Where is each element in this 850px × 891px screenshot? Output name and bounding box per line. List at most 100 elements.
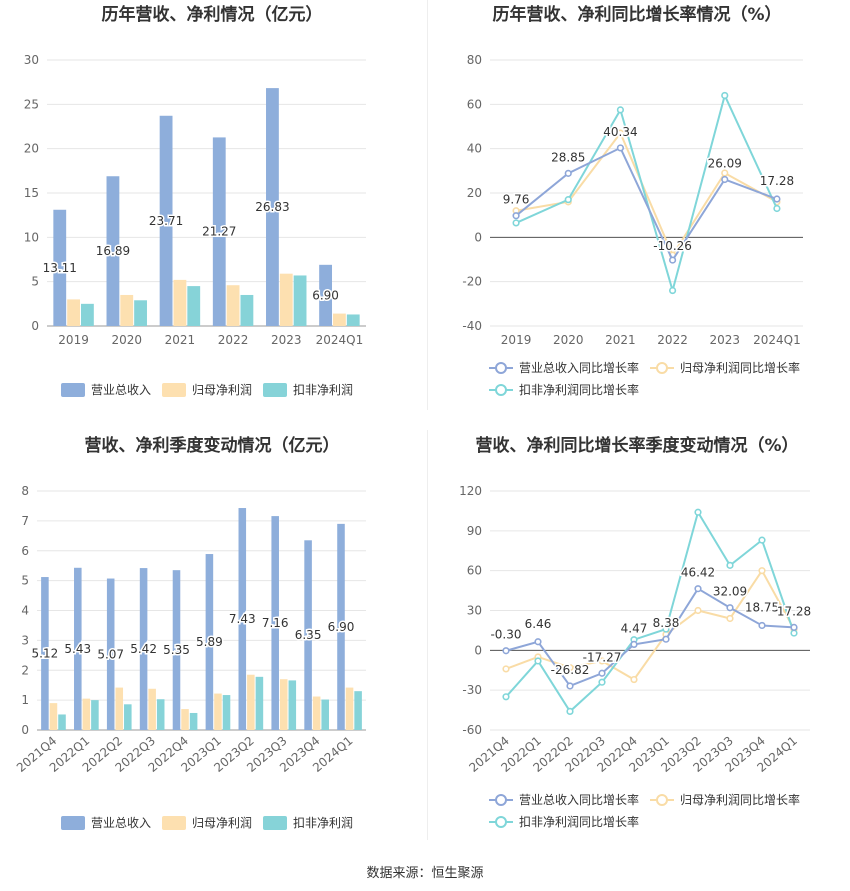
bar [49, 703, 58, 730]
data-point [726, 604, 734, 612]
y-tick-label: 7 [21, 514, 29, 528]
legend-label: 归母净利润同比增长率 [680, 360, 800, 375]
y-tick-label: -30 [462, 683, 482, 697]
data-point [616, 144, 625, 152]
y-tick-label: 60 [467, 564, 482, 578]
data-point [694, 585, 702, 593]
data-label: 5.07 [97, 647, 124, 661]
data-label: 5.42 [130, 642, 157, 656]
bar [346, 314, 360, 326]
y-tick-label: -40 [462, 319, 482, 333]
y-tick-label: 15 [24, 186, 39, 200]
bar [288, 680, 297, 730]
legend-label: 归母净利润 [192, 816, 252, 830]
data-label: 17.28 [777, 604, 811, 618]
data-point [668, 256, 677, 264]
bar [214, 693, 222, 730]
legend-label: 归母净利润同比增长率 [680, 792, 800, 807]
legend-swatch [162, 383, 186, 397]
data-label: 6.90 [328, 620, 355, 634]
data-label: 28.85 [551, 150, 585, 164]
legend-label: 扣非净利润同比增长率 [519, 814, 639, 829]
bar [148, 688, 156, 730]
bar [212, 137, 226, 326]
data-point [630, 640, 638, 648]
data-point [566, 663, 574, 672]
legend-marker [656, 794, 668, 806]
data-point [502, 647, 510, 655]
bar [106, 578, 115, 730]
data-point [773, 195, 781, 203]
bar [333, 313, 346, 326]
bar [205, 554, 214, 730]
data-label: 5.35 [163, 643, 190, 657]
quarterly-growth-rate-chart: 营收、净利同比增长率季度变动情况（%） -60 -30 0 30 60 90 120 2021… [425, 425, 850, 855]
data-label: 9.76 [503, 193, 530, 207]
bar [345, 687, 354, 730]
data-point [512, 219, 520, 227]
series-line [515, 92, 778, 295]
bar [337, 523, 345, 730]
bar [255, 676, 264, 730]
data-label: 7.16 [262, 616, 289, 630]
bar [58, 714, 66, 730]
data-label: 17.28 [760, 174, 794, 188]
data-label: 18.75 [745, 600, 779, 614]
bar [187, 286, 201, 326]
legend-marker [495, 794, 507, 806]
x-tick-label: 2020 [553, 333, 584, 347]
data-point [662, 625, 670, 633]
data-label: 21.27 [202, 225, 236, 239]
y-tick-label: 5 [31, 275, 39, 289]
data-point [512, 212, 520, 220]
bar [173, 279, 187, 326]
legend-label: 归母净利润 [192, 383, 252, 397]
y-tick-label: 60 [467, 97, 482, 111]
data-point [694, 606, 702, 615]
legend-label: 扣非净利润 [293, 816, 353, 830]
data-label: 16.89 [96, 244, 130, 258]
data-point [758, 621, 766, 630]
data-label: -17.27 [583, 650, 622, 664]
data-point [773, 204, 781, 213]
legend-marker [495, 816, 507, 828]
data-label: 5.12 [32, 647, 59, 661]
data-label: 26.09 [708, 157, 742, 171]
y-tick-label: -60 [462, 723, 482, 737]
data-point [566, 682, 574, 690]
data-point [790, 629, 798, 637]
data-label: 4.47 [621, 621, 648, 635]
data-label: 46.42 [681, 566, 715, 580]
bar [82, 698, 91, 730]
bar [319, 264, 333, 326]
data-point [726, 614, 734, 623]
bar [312, 696, 321, 730]
data-point [721, 169, 729, 177]
chart-title: 营收、净利同比增长率季度变动情况（%） [475, 435, 798, 456]
bar [238, 508, 247, 730]
legend-label: 营业总收入 [91, 383, 151, 397]
y-tick-label: 0 [474, 230, 482, 244]
data-label: 26.83 [255, 200, 289, 214]
data-point [721, 175, 729, 184]
y-tick-label: 6 [21, 544, 29, 558]
annual-growth-rate-chart: 历年营收、净利同比增长率情况（%） -40 -20 0 20 40 60 80 2019 202… [425, 0, 850, 410]
y-tick-label: 0 [474, 643, 482, 657]
quarterly-bar-chart-svg: 营收、净利季度变动情况（亿元） 0123456782021Q42022Q1202… [14, 435, 366, 830]
legend-label: 扣非净利润 [293, 383, 353, 397]
bar [124, 704, 132, 730]
x-tick-label: 2021 [605, 333, 636, 347]
bar [279, 679, 288, 730]
y-tick-label: 0 [31, 319, 39, 333]
x-tick-label: 2024Q1 [753, 333, 801, 347]
legend-label: 营业总收入同比增长率 [519, 792, 639, 807]
x-tick-label: 2022 [218, 333, 249, 347]
data-label: -10.26 [653, 239, 692, 253]
data-point [668, 286, 677, 295]
y-tick-label: 4 [21, 604, 29, 618]
y-tick-label: 5 [21, 574, 29, 588]
data-label: 7.43 [229, 612, 256, 626]
legend-swatch [263, 816, 287, 830]
bar [115, 687, 124, 730]
legend-marker [656, 362, 668, 374]
